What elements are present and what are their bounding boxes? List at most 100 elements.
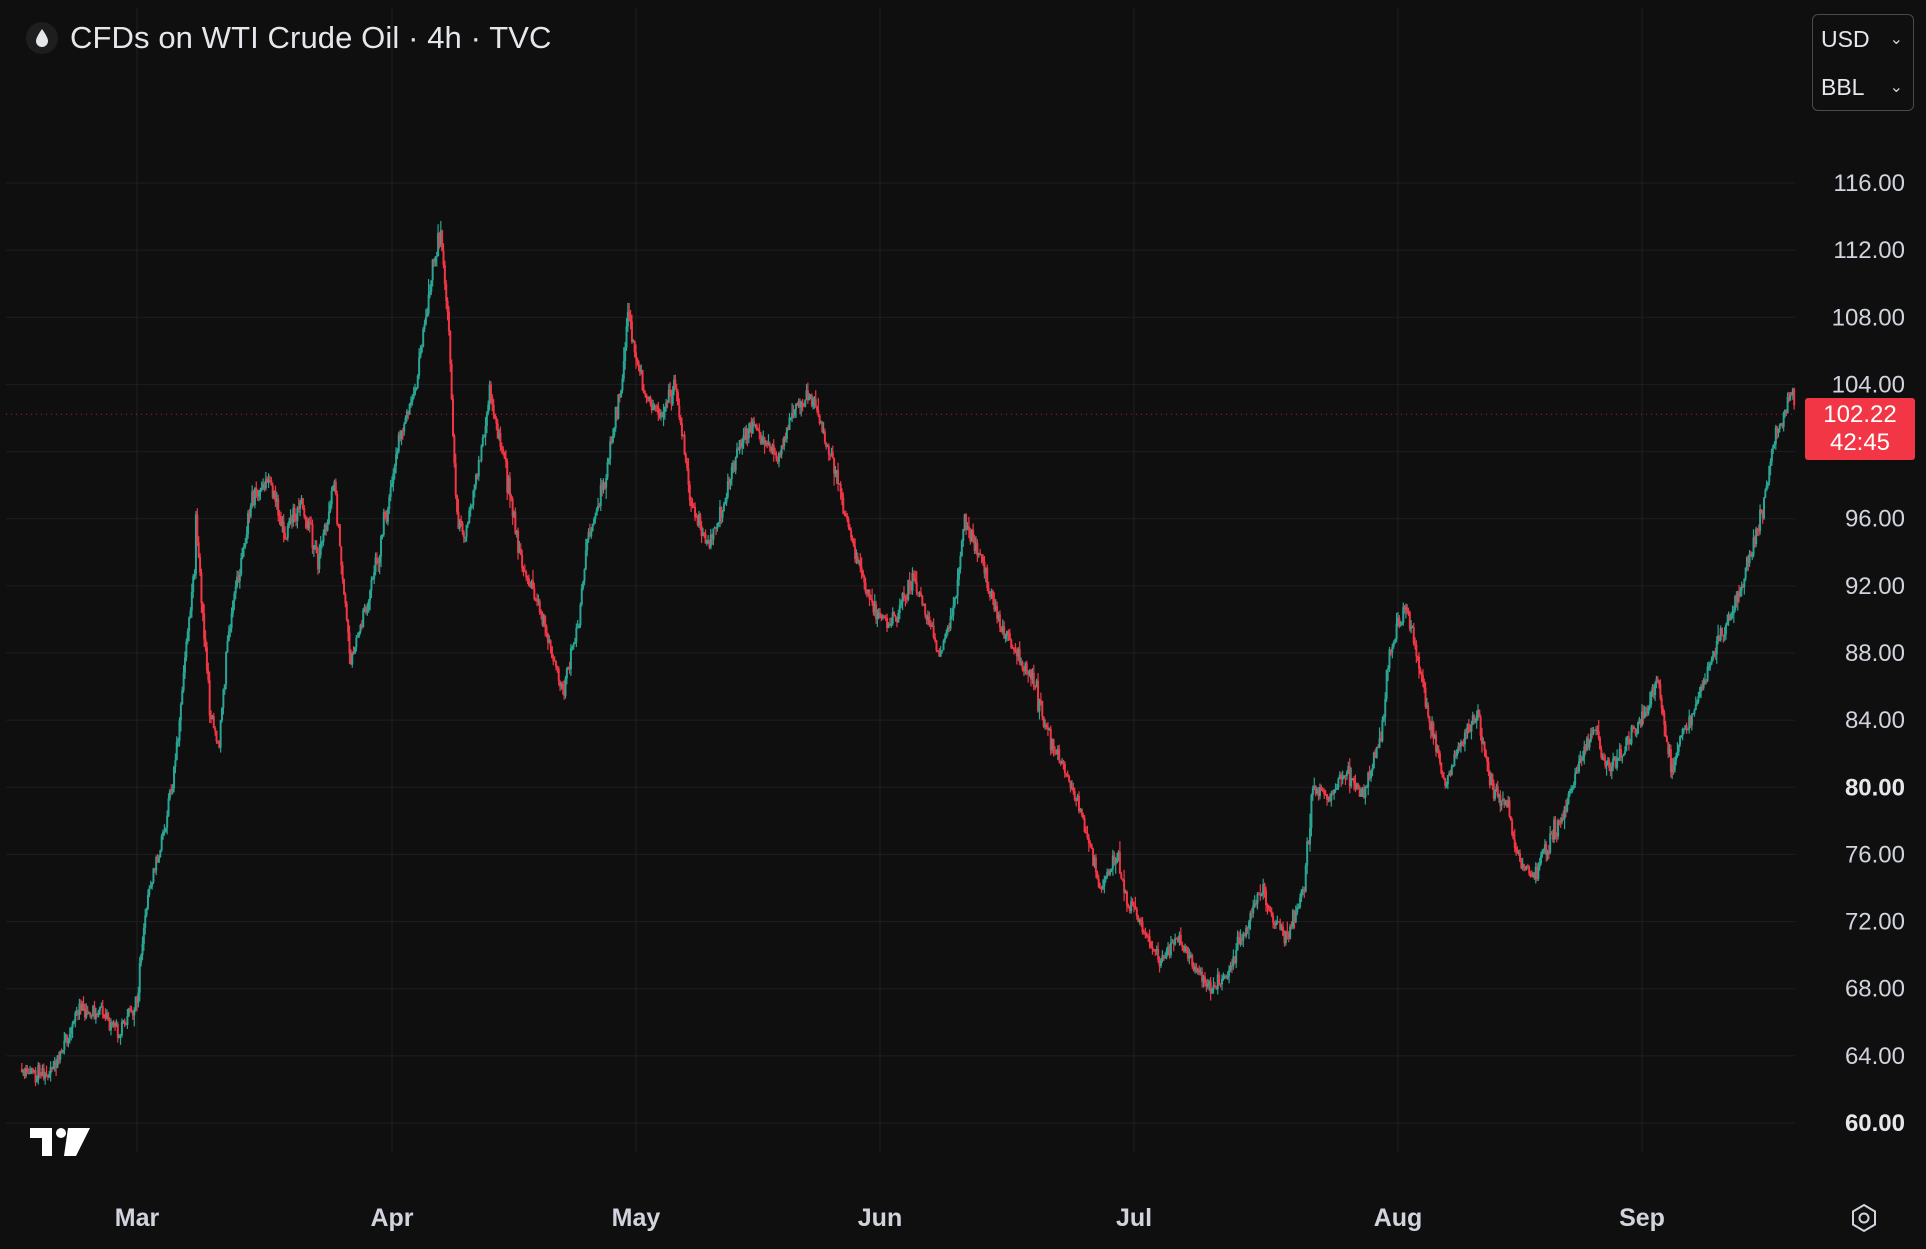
candle: [130, 1005, 133, 1013]
candle: [1414, 637, 1417, 650]
candle: [355, 634, 358, 652]
candle: [20, 1062, 23, 1073]
candle-body: [503, 451, 506, 459]
candle: [136, 995, 138, 1012]
candle: [617, 394, 620, 420]
candle-body: [101, 1006, 104, 1015]
candle: [295, 513, 298, 527]
candle: [1147, 933, 1150, 943]
candle-body: [1100, 888, 1103, 890]
candle: [1534, 862, 1537, 884]
candle: [1513, 829, 1516, 853]
candle-body: [511, 498, 514, 517]
candle: [1080, 808, 1083, 818]
candle: [703, 531, 706, 538]
candle: [51, 1066, 53, 1073]
candle-body: [61, 1050, 64, 1052]
candle-body: [1539, 855, 1542, 864]
candle: [521, 549, 524, 573]
candle: [1161, 950, 1164, 963]
candle: [1066, 770, 1069, 778]
candle: [1079, 807, 1082, 813]
candle-body: [1525, 866, 1528, 870]
candle-body: [430, 280, 433, 292]
candle: [1748, 549, 1751, 567]
candle: [214, 726, 217, 736]
candle: [926, 610, 929, 626]
candle: [82, 996, 85, 1012]
candle-body: [1609, 767, 1612, 772]
candle-body: [1549, 833, 1552, 853]
candle-body: [1513, 839, 1516, 848]
candle-body: [1726, 621, 1729, 625]
candle-body: [78, 1003, 81, 1015]
candle: [164, 827, 167, 833]
candle: [462, 530, 465, 543]
candle: [1642, 705, 1645, 725]
candle-body: [469, 506, 472, 511]
candle: [587, 528, 590, 543]
candle: [1338, 771, 1341, 780]
candle-body: [1596, 729, 1599, 732]
currency-select[interactable]: USD ⌄: [1813, 15, 1913, 63]
candle: [97, 1009, 100, 1018]
candle: [586, 538, 589, 557]
candle: [1415, 640, 1418, 663]
candle: [939, 645, 942, 658]
candle-body: [1583, 746, 1586, 757]
candle-body: [1668, 749, 1671, 755]
candle-body: [1479, 716, 1482, 736]
candle-body: [454, 463, 457, 496]
candle-body: [144, 915, 147, 928]
candle-body: [1500, 800, 1503, 806]
candle: [1589, 728, 1592, 743]
candle-body: [1201, 971, 1204, 982]
candle-body: [1470, 724, 1473, 732]
candle: [905, 593, 908, 604]
candle-body: [546, 633, 549, 643]
candle: [1335, 783, 1338, 791]
candle-body: [943, 637, 946, 641]
candle: [1563, 805, 1566, 830]
candle-body: [774, 453, 777, 455]
candle-body: [225, 651, 228, 685]
candle: [1103, 875, 1106, 894]
candle-body: [1199, 971, 1202, 973]
candle: [1735, 591, 1738, 608]
candle-body: [847, 519, 850, 528]
candle: [1576, 764, 1579, 774]
candle: [990, 588, 993, 600]
candle: [157, 854, 160, 863]
candle: [400, 430, 403, 446]
candle: [1626, 735, 1629, 745]
symbol-title[interactable]: CFDs on WTI Crude Oil · 4h · TVC: [70, 20, 552, 55]
candle-body: [506, 461, 509, 493]
candle-body: [1233, 956, 1236, 963]
candle-body: [880, 615, 883, 619]
candle: [414, 383, 417, 396]
candle-body: [173, 766, 176, 789]
candle: [1169, 935, 1172, 959]
settings-icon[interactable]: [1848, 1202, 1880, 1234]
candle-body: [1521, 864, 1524, 869]
candle-body: [1318, 787, 1321, 797]
candle-body: [105, 1012, 108, 1019]
unit-select[interactable]: BBL ⌄: [1813, 63, 1913, 111]
candle-body: [1411, 627, 1414, 629]
candle: [183, 651, 186, 680]
candle-body: [274, 490, 277, 502]
candle-body: [574, 642, 576, 644]
candle: [1427, 702, 1430, 719]
candle-body: [1537, 866, 1540, 880]
candle: [561, 681, 564, 695]
candle: [958, 566, 961, 587]
candle: [223, 684, 226, 695]
candle-body: [1125, 891, 1128, 906]
candle: [1372, 751, 1375, 769]
candle-body: [550, 646, 553, 659]
candle: [1410, 620, 1413, 634]
candle: [314, 540, 317, 550]
tradingview-logo-icon[interactable]: [28, 1126, 92, 1163]
